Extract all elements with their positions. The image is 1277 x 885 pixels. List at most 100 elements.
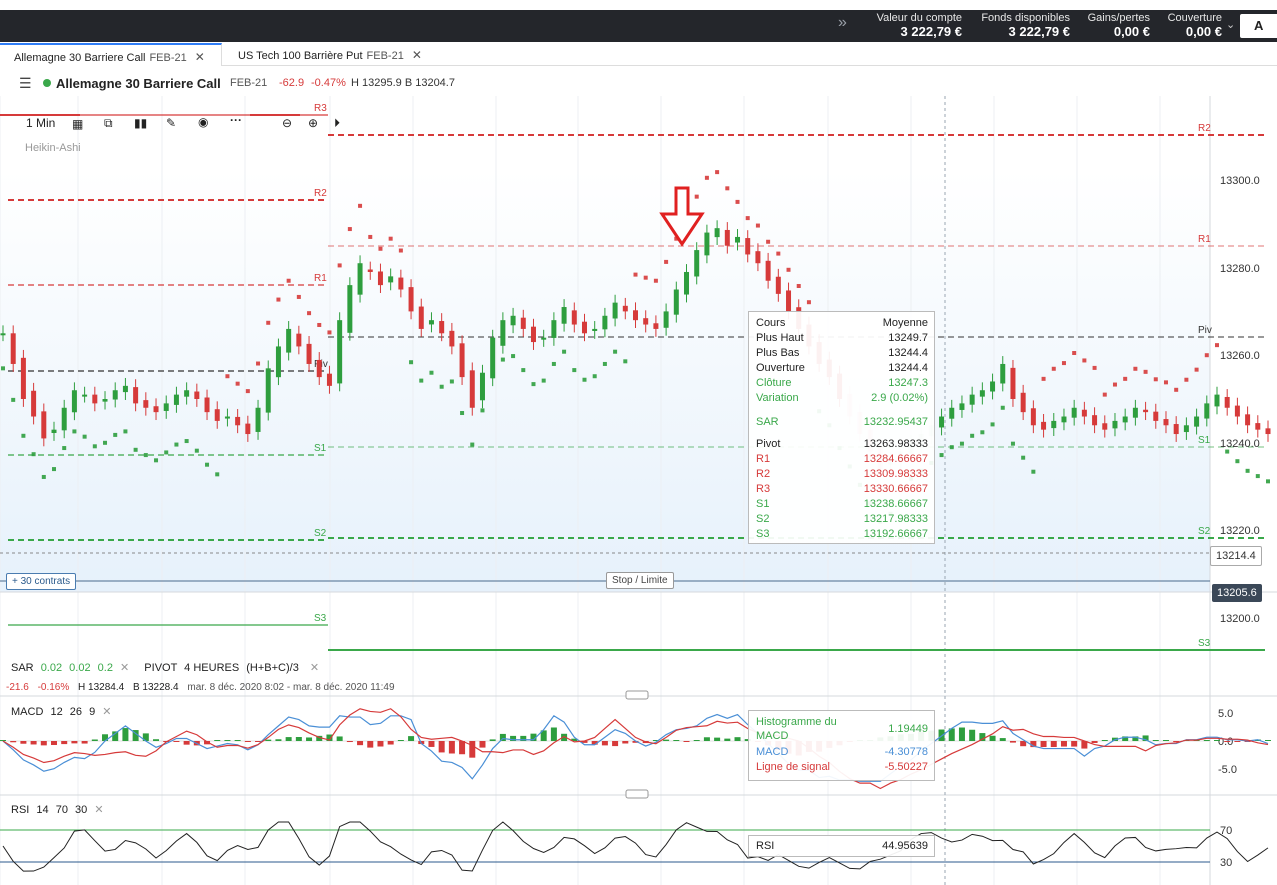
- sar-dot: [541, 378, 546, 383]
- price-tooltip: Cours Moyenne Plus Haut 13249.7 Plus Bas 132…: [748, 311, 935, 544]
- sar-dot: [21, 433, 26, 438]
- session-low: B 13228.4: [132, 682, 179, 693]
- sar-dot: [704, 175, 709, 180]
- chart-style-label: Heikin-Ashi: [25, 142, 81, 154]
- pencil-icon[interactable]: ✎: [166, 116, 177, 130]
- tab-allemagne-30[interactable]: Allemagne 30 Barriere Call FEB-21 ✕: [0, 43, 222, 66]
- sar-dots: [1, 170, 1270, 524]
- remove-macd-icon[interactable]: ✕: [102, 706, 112, 718]
- sar-dot: [766, 239, 771, 244]
- sar-dot: [806, 300, 811, 305]
- sar-dot: [613, 349, 618, 354]
- signal-line: [2, 708, 1269, 790]
- candle-body: [1010, 367, 1016, 399]
- pivot-label-s3: S3: [1198, 638, 1211, 649]
- contracts-button[interactable]: + 30 contrats: [6, 573, 77, 590]
- macd-histogram-bar: [367, 741, 374, 748]
- candle-body: [133, 387, 139, 404]
- candle-body: [143, 400, 149, 408]
- dashed-level-badge: 13214.4: [1210, 546, 1262, 566]
- sar-dot: [582, 377, 587, 382]
- margin: Couverture 0,00 €: [1158, 12, 1222, 39]
- account-button[interactable]: A: [1240, 14, 1277, 38]
- sar-dot: [633, 272, 638, 277]
- macd-histogram-bar: [1009, 741, 1016, 743]
- candle-body: [959, 403, 965, 410]
- available-funds: Fonds disponibles 3 222,79 €: [970, 12, 1070, 39]
- copy-icon[interactable]: ⧉: [104, 116, 113, 130]
- account-dropdown-icon[interactable]: ⌄: [1226, 19, 1236, 31]
- market-status-dot: [43, 79, 51, 87]
- macd-histogram-bar: [979, 733, 986, 741]
- sar-dot: [337, 263, 342, 268]
- macd-histogram-bar: [51, 741, 58, 746]
- macd-hist-label: Histogramme du MACD: [756, 716, 837, 742]
- sar-dot: [755, 223, 760, 228]
- candle-body: [1061, 416, 1067, 423]
- sar-dot: [531, 382, 536, 387]
- expand-chevrons-icon[interactable]: »: [838, 14, 847, 31]
- remove-pivot-icon[interactable]: ✕: [309, 662, 320, 674]
- zoom-out-icon[interactable]: ⊖: [282, 116, 293, 130]
- remove-sar-icon[interactable]: ✕: [120, 662, 130, 674]
- close-tab-icon[interactable]: ✕: [411, 48, 422, 62]
- sar-dot: [1041, 376, 1046, 381]
- candle-body: [326, 373, 332, 386]
- candle-body: [592, 328, 598, 331]
- sar-dot: [143, 453, 148, 458]
- macd-histogram-bar: [357, 741, 364, 746]
- more-icon[interactable]: ···: [230, 113, 242, 127]
- tooltip-key: Variation: [756, 392, 799, 404]
- sar-dot: [409, 360, 414, 365]
- macd-histogram-bar: [520, 735, 527, 741]
- close-tab-icon[interactable]: ✕: [194, 50, 205, 64]
- sar-dot: [786, 267, 791, 272]
- sar-dot: [490, 374, 495, 379]
- macd-histogram-bar: [1162, 740, 1169, 741]
- sar-dot: [419, 378, 424, 383]
- sar-dot: [745, 216, 750, 221]
- candle-body: [633, 310, 638, 321]
- bar-chart-icon[interactable]: ▮▮: [134, 116, 148, 130]
- candle-body: [1112, 420, 1118, 429]
- price-axis-label: 13300.0: [1220, 175, 1260, 187]
- candle-body: [561, 307, 567, 324]
- eye-icon[interactable]: ◉: [198, 115, 209, 129]
- stop-limit-button[interactable]: Stop / Limite: [606, 572, 674, 589]
- candle-body: [1255, 423, 1261, 430]
- macd-histogram-bar: [204, 741, 211, 745]
- sar-dot: [1031, 469, 1036, 474]
- zoom-in-icon[interactable]: ⊕: [308, 116, 319, 130]
- hamburger-menu-icon[interactable]: ☰: [19, 75, 32, 91]
- rsi-tooltip-label: RSI: [756, 840, 775, 852]
- candle-body: [490, 337, 496, 379]
- interval-selector[interactable]: 1 Min: [26, 116, 56, 130]
- tooltip-key: SAR: [756, 416, 779, 428]
- pivot-formula: (H+B+C)/3: [246, 662, 299, 674]
- available-funds-amount: 3 222,79 €: [1008, 24, 1070, 39]
- macd-histogram-bar: [346, 741, 353, 743]
- candle-body: [112, 390, 118, 400]
- tab-us-tech-100[interactable]: US Tech 100 Barrière Put FEB-21 ✕: [224, 43, 430, 66]
- play-icon[interactable]: ⏵: [334, 116, 341, 130]
- sar-dot: [235, 381, 240, 386]
- tooltip-value: 13263.98333: [863, 438, 928, 450]
- candle-body: [357, 263, 363, 295]
- tooltip-row: R1 13284.66667: [756, 453, 928, 467]
- sar-dot: [1204, 353, 1209, 358]
- pivot-label-r3: R3: [314, 103, 327, 114]
- price-axis-label: 13280.0: [1220, 263, 1260, 275]
- sar-dot: [266, 320, 271, 325]
- candle-body: [745, 238, 751, 255]
- remove-rsi-icon[interactable]: ✕: [94, 804, 104, 816]
- candle-body: [92, 394, 98, 404]
- macd-histogram-bar: [1213, 740, 1220, 741]
- sar-dot: [990, 422, 995, 427]
- profit-loss-label: Gains/pertes: [1087, 12, 1150, 24]
- pivot-label-piv: Piv: [1198, 325, 1212, 336]
- calculator-icon[interactable]: ▦: [72, 117, 84, 131]
- candle-body: [1224, 396, 1230, 408]
- candle-body: [530, 326, 536, 343]
- pivot-label-r2: R2: [1198, 123, 1211, 134]
